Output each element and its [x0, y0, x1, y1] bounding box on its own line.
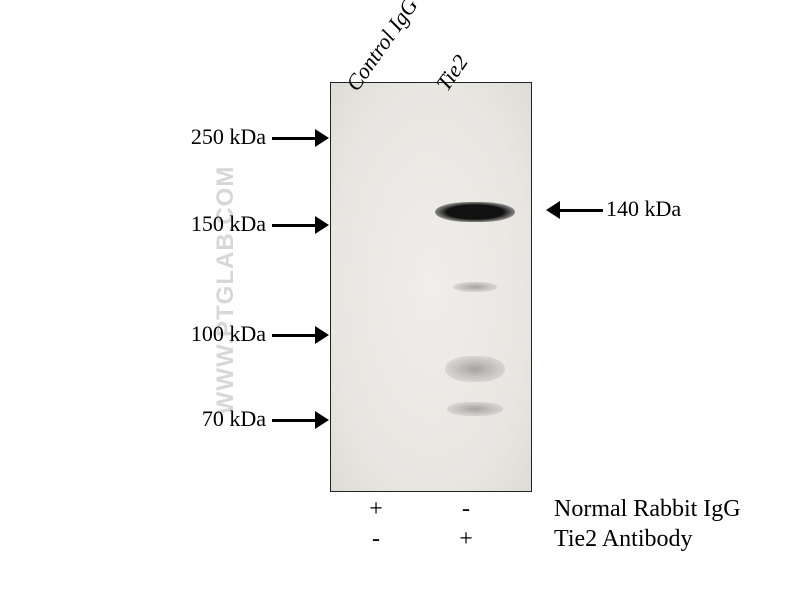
arrow-right-icon — [272, 216, 329, 234]
mw-label: 100 kDa — [191, 321, 266, 347]
arrow-right-icon — [272, 129, 329, 147]
condition-cell: - — [456, 496, 476, 523]
band — [447, 402, 503, 416]
condition-row-label: Normal Rabbit IgG — [554, 496, 741, 523]
arrow-left-icon — [546, 201, 603, 219]
blot-background — [331, 83, 531, 491]
watermark-text: WWW.PTGLAB.COM — [212, 166, 240, 415]
mw-label: 70 kDa — [202, 406, 266, 432]
condition-cell: - — [366, 526, 386, 553]
mw-label: 150 kDa — [191, 211, 266, 237]
arrow-right-icon — [272, 411, 329, 429]
detected-band-label: 140 kDa — [606, 196, 681, 222]
western-blot-figure: WWW.PTGLAB.COM 250 kDa 150 kDa 100 kDa 70 k… — [0, 0, 800, 600]
condition-cell: + — [366, 496, 386, 523]
blot-membrane — [330, 82, 532, 492]
band — [453, 282, 497, 292]
band — [445, 356, 505, 382]
band — [435, 202, 515, 222]
arrow-right-icon — [272, 326, 329, 344]
condition-row-label: Tie2 Antibody — [554, 526, 692, 553]
condition-cell: + — [456, 526, 476, 553]
mw-label: 250 kDa — [191, 124, 266, 150]
